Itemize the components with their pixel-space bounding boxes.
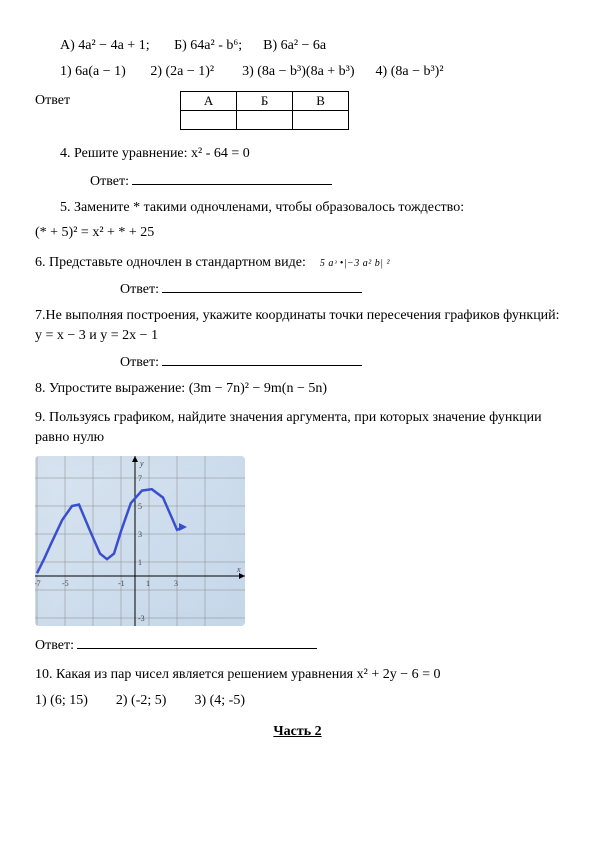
question-6: 6. Представьте одночлен в стандартном ви… bbox=[35, 255, 306, 270]
page-content: А) 4a² − 4a + 1; Б) 64a² - b⁶; В) 6a² − … bbox=[0, 0, 595, 770]
answer-label-9: Ответ: bbox=[35, 638, 74, 653]
answer-blank bbox=[77, 634, 317, 649]
table-cell bbox=[293, 111, 349, 130]
answer-blank bbox=[132, 170, 332, 185]
answer-label-4: Ответ: bbox=[90, 174, 129, 189]
svg-text:-5: -5 bbox=[62, 579, 69, 588]
table-cell bbox=[181, 111, 237, 130]
options-10: 1) (6; 15) 2) (-2; 5) 3) (4; -5) bbox=[35, 691, 560, 711]
option-a: А) 4a² − 4a + 1; bbox=[60, 38, 150, 53]
option-1: 1) 6a(a − 1) bbox=[60, 64, 126, 79]
option-3: 3) (8a − b³)(8a + b³) bbox=[242, 64, 354, 79]
option-b: Б) 64a² - b⁶; bbox=[174, 38, 242, 53]
function-graph: -7 -5 -1 1 3 -3 1 3 5 7 x y bbox=[35, 456, 245, 626]
table-cell bbox=[237, 111, 293, 130]
formula-6: 5 aᶟ •|−3 a² b| ² bbox=[320, 258, 390, 269]
answer-blank bbox=[162, 278, 362, 293]
option-10-3: 3) (4; -5) bbox=[194, 693, 245, 708]
svg-text:-3: -3 bbox=[138, 614, 145, 623]
answer-label-6: Ответ: bbox=[120, 282, 159, 297]
options-row-1234: 1) 6a(a − 1) 2) (2a − 1)² 3) (8a − b³)(8… bbox=[35, 62, 560, 82]
question-8: 8. Упростите выражение: (3m − 7n)² − 9m(… bbox=[35, 379, 560, 399]
option-2: 2) (2a − 1)² bbox=[150, 64, 214, 79]
answer-4: Ответ: bbox=[35, 170, 560, 192]
table-header-v: В bbox=[293, 92, 349, 111]
question-7: 7.Не выполняя построения, укажите коорди… bbox=[35, 306, 560, 345]
answer-7: Ответ: bbox=[35, 351, 560, 373]
option-4: 4) (8a − b³)² bbox=[376, 64, 444, 79]
graph-svg: -7 -5 -1 1 3 -3 1 3 5 7 x y bbox=[35, 456, 245, 626]
svg-text:x: x bbox=[236, 565, 241, 574]
table-header-b: Б bbox=[237, 92, 293, 111]
formula-5: (* + 5)² = x² + * + 25 bbox=[35, 223, 560, 243]
part-2-title: Часть 2 bbox=[35, 724, 560, 740]
table-row bbox=[181, 111, 349, 130]
svg-text:3: 3 bbox=[174, 579, 178, 588]
question-9: 9. Пользуясь графиком, найдите значения … bbox=[35, 408, 560, 447]
answer-9: Ответ: bbox=[35, 634, 560, 656]
answer-table: А Б В bbox=[180, 91, 349, 130]
svg-text:1: 1 bbox=[138, 558, 142, 567]
answer-label: Ответ bbox=[35, 91, 70, 111]
question-10: 10. Какая из пар чисел является решением… bbox=[35, 665, 560, 685]
answer-blank bbox=[162, 351, 362, 366]
svg-text:3: 3 bbox=[138, 530, 142, 539]
svg-text:y: y bbox=[139, 459, 144, 468]
answer-6: Ответ: bbox=[35, 278, 560, 300]
table-header-a: А bbox=[181, 92, 237, 111]
options-row-abv: А) 4a² − 4a + 1; Б) 64a² - b⁶; В) 6a² − … bbox=[35, 36, 560, 56]
table-row: А Б В bbox=[181, 92, 349, 111]
svg-text:5: 5 bbox=[138, 502, 142, 511]
svg-text:1: 1 bbox=[146, 579, 150, 588]
svg-text:-1: -1 bbox=[118, 579, 125, 588]
svg-text:7: 7 bbox=[138, 474, 142, 483]
answer-label-7: Ответ: bbox=[120, 355, 159, 370]
question-6-row: 6. Представьте одночлен в стандартном ви… bbox=[35, 253, 560, 273]
option-10-2: 2) (-2; 5) bbox=[116, 693, 167, 708]
svg-text:-7: -7 bbox=[35, 579, 41, 588]
question-4: 4. Решите уравнение: x² - 64 = 0 bbox=[35, 144, 560, 164]
option-v: В) 6a² − 6a bbox=[263, 38, 326, 53]
question-5: 5. Замените * такими одночленами, чтобы … bbox=[35, 198, 560, 218]
answer-table-row: Ответ А Б В bbox=[35, 91, 560, 130]
option-10-1: 1) (6; 15) bbox=[35, 693, 88, 708]
